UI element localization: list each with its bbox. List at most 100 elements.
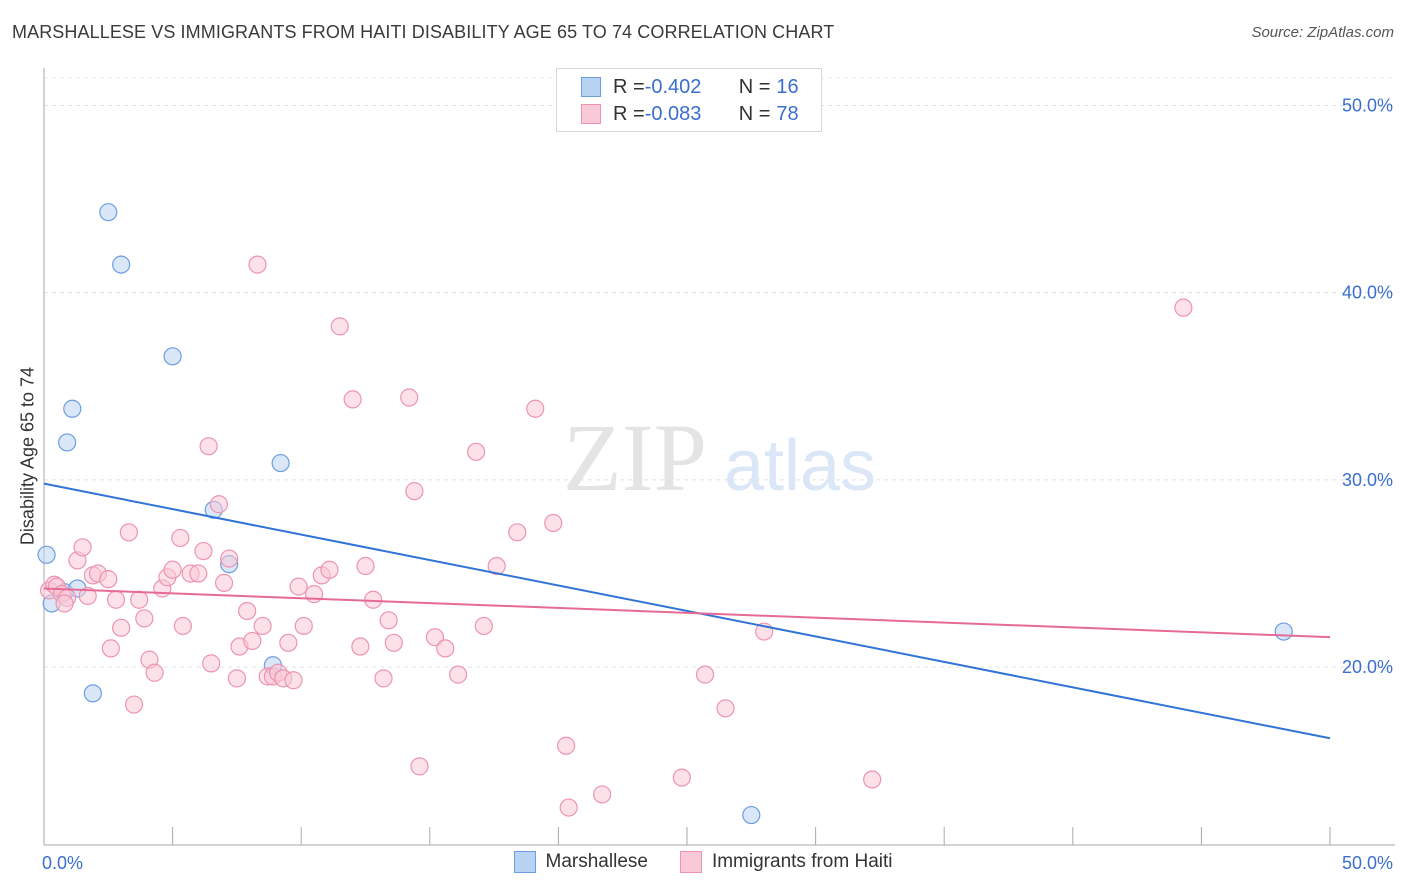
legend-n-value: 16 [776, 75, 799, 98]
haiti-point [194, 541, 213, 561]
haiti-point [202, 654, 221, 673]
haiti-point [695, 665, 715, 684]
haiti-point [279, 633, 298, 652]
haiti-point [135, 609, 154, 628]
haiti-point [593, 785, 612, 804]
series-legend-haiti[interactable]: Immigrants from Haiti [679, 851, 893, 873]
data-points [37, 203, 1293, 825]
haiti-point [106, 590, 126, 609]
haiti-point [508, 523, 527, 542]
haiti-point [284, 671, 303, 690]
haiti-point [487, 556, 506, 576]
haiti-point [99, 570, 118, 589]
haiti-point [672, 768, 691, 787]
legend-r-label: R = [613, 102, 645, 125]
haiti-point [78, 586, 97, 606]
marshallese-point [63, 399, 82, 418]
haiti-point [716, 699, 735, 718]
series-legend-marshallese[interactable]: Marshallese [513, 851, 648, 873]
haiti-point [214, 573, 234, 592]
legend-n-label: N = [738, 75, 771, 98]
haiti-point [163, 560, 182, 579]
haiti-point [124, 695, 144, 714]
haiti-point [243, 631, 262, 651]
legend-swatch-marshallese [581, 77, 601, 97]
haiti-point [199, 437, 218, 456]
haiti-point [289, 577, 308, 596]
haiti-point [351, 637, 370, 656]
haiti-point [171, 528, 190, 548]
haiti-point [544, 513, 563, 533]
haiti-point [425, 628, 445, 647]
correlation-legend: R = -0.402 N = 16 R = -0.083 N = 78 [556, 68, 822, 132]
x-tick-label: 0.0% [42, 853, 83, 873]
marshallese-point [83, 684, 102, 703]
haiti-point [400, 388, 419, 407]
marshallese-point [58, 433, 77, 452]
source-label: Source: ZipAtlas.com [1251, 24, 1394, 41]
series-swatch-haiti [679, 851, 702, 873]
haiti-point [73, 538, 92, 557]
haiti-point [559, 798, 578, 817]
haiti-point [526, 399, 545, 418]
marshallese-point [112, 255, 131, 274]
haiti-point [238, 601, 257, 621]
haiti-point [474, 616, 493, 636]
legend-r-value: -0.083 [644, 102, 702, 125]
haiti-point [436, 639, 455, 658]
haiti-point [356, 556, 375, 576]
haiti-point [364, 590, 383, 609]
haiti-point [410, 757, 429, 776]
haiti-point [227, 669, 246, 688]
series-legend: Marshallese Immigrants from Haiti [0, 851, 1406, 873]
haiti-point [379, 611, 398, 630]
series-label-haiti: Immigrants from Haiti [711, 851, 893, 872]
haiti-point [405, 482, 424, 501]
haiti-point [343, 390, 362, 409]
haiti-point [294, 616, 313, 636]
tick-labels: 20.0% 30.0% 40.0% 50.0% 0.0% 50.0% [42, 95, 1393, 873]
watermark-zip: ZIP [563, 404, 707, 511]
haiti-point [55, 594, 74, 613]
marshallese-point [742, 805, 761, 825]
haiti-point [320, 560, 339, 579]
haiti-point [220, 549, 239, 568]
watermark-atlas: atlas [724, 426, 876, 506]
haiti-point [304, 585, 324, 604]
legend-n-value: 78 [776, 102, 799, 125]
x-tick-label: 50.0% [1342, 853, 1393, 873]
y-axis-label: Disability Age 65 to 74 [17, 366, 38, 546]
legend-row-haiti: R = -0.083 N = 78 [581, 101, 799, 127]
legend-n-label: N = [738, 102, 771, 125]
marshallese-point [37, 545, 56, 564]
legend-row-marshallese: R = -0.402 N = 16 [581, 74, 799, 100]
haiti-point [119, 523, 138, 542]
y-tick-label: 30.0% [1342, 470, 1393, 490]
haiti-point [173, 616, 192, 636]
haiti-point [384, 633, 403, 652]
haiti-point [253, 616, 272, 636]
haiti-point [330, 317, 349, 336]
marshallese-trend-line [43, 482, 1331, 740]
haiti-point [101, 639, 120, 658]
marshallese-point [163, 347, 182, 366]
haiti-point [448, 665, 468, 684]
y-tick-label: 20.0% [1342, 657, 1393, 677]
haiti-point [466, 442, 486, 461]
watermark: ZIP atlas [563, 404, 876, 511]
haiti-point [557, 736, 576, 755]
legend-r-label: R = [613, 75, 645, 98]
trend-lines [43, 482, 1331, 740]
haiti-trend-line [43, 587, 1331, 639]
haiti-point [189, 564, 208, 583]
legend-swatch-haiti [581, 104, 601, 124]
haiti-point [863, 770, 882, 789]
axes [43, 68, 1395, 846]
series-swatch-marshallese [513, 851, 536, 873]
haiti-point [209, 495, 228, 514]
haiti-point [112, 618, 131, 637]
series-label-marshallese: Marshallese [545, 851, 648, 872]
chart-title: MARSHALLESE VS IMMIGRANTS FROM HAITI DIS… [12, 22, 835, 42]
haiti-point [145, 663, 164, 682]
